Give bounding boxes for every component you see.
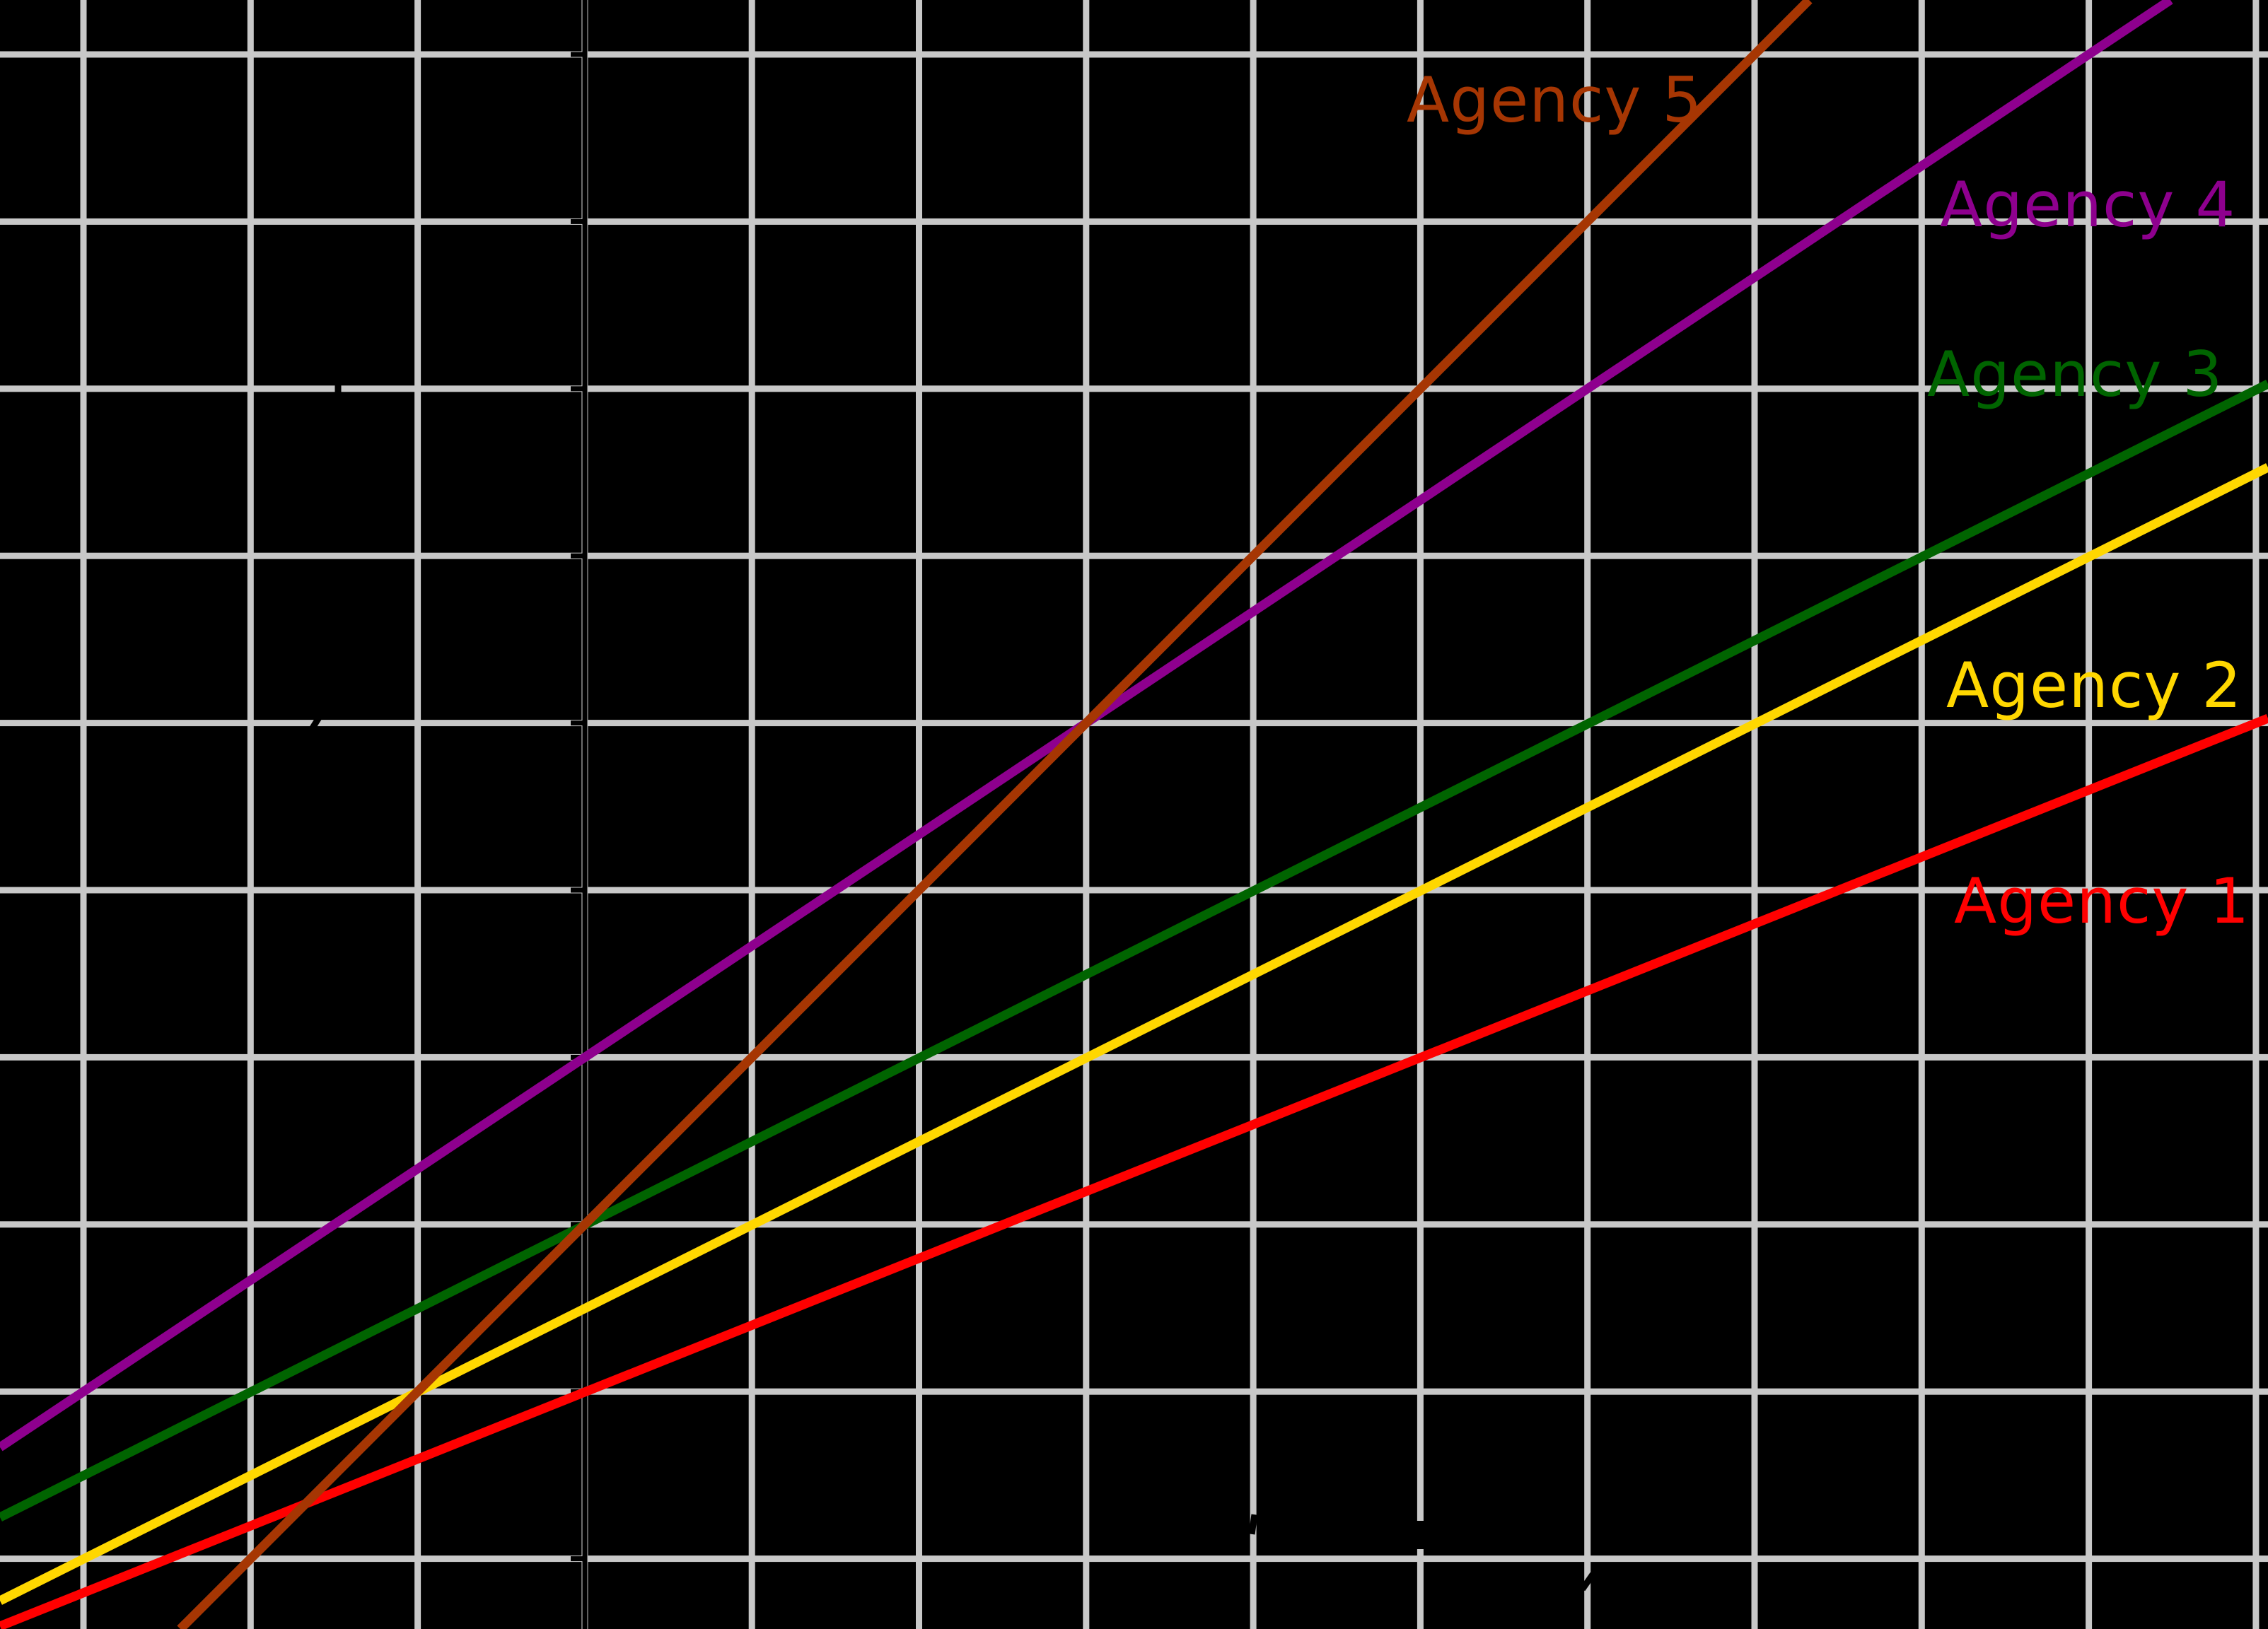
hidden-text-fragment <box>335 384 342 392</box>
h-gridline <box>0 720 2268 727</box>
y-axis-tick <box>571 553 585 559</box>
series-label-agency-3: Agency 3 <box>1927 338 2223 411</box>
series-label-agency-4: Agency 4 <box>1940 168 2236 241</box>
h-gridline <box>0 887 2268 894</box>
v-gridline <box>1584 0 1591 1629</box>
series-label-agency-5: Agency 5 <box>1407 64 1703 136</box>
series-line-agency-2 <box>0 463 2268 1605</box>
v-gridline <box>1918 0 1925 1629</box>
hidden-text-fragment <box>1248 1514 1258 1535</box>
series-line-agency-3 <box>0 380 2268 1522</box>
h-gridline <box>0 1388 2268 1395</box>
hidden-text-fragment <box>309 716 322 731</box>
y-axis-tick <box>571 218 585 224</box>
v-gridline <box>80 0 87 1629</box>
h-gridline <box>0 385 2268 392</box>
series-label-agency-2: Agency 2 <box>1946 649 2243 722</box>
h-gridline <box>0 218 2268 225</box>
h-gridline <box>0 552 2268 559</box>
v-gridline <box>748 0 755 1629</box>
h-gridline <box>0 51 2268 58</box>
y-axis-tick <box>571 887 585 893</box>
v-gridline <box>1751 0 1758 1629</box>
y-axis-spine <box>582 0 588 1629</box>
series-line-agency-5 <box>177 0 1813 1629</box>
y-axis-tick <box>571 1556 585 1562</box>
v-gridline <box>1083 0 1090 1629</box>
hidden-text-fragment <box>1415 1521 1425 1549</box>
v-gridline <box>1417 0 1424 1629</box>
h-gridline <box>0 1053 2268 1061</box>
y-axis-tick <box>571 52 585 57</box>
y-axis-tick <box>571 386 585 392</box>
v-gridline <box>2252 0 2260 1629</box>
v-gridline <box>247 0 254 1629</box>
v-gridline <box>2086 0 2093 1629</box>
v-gridline <box>1250 0 1257 1629</box>
h-gridline <box>0 1555 2268 1563</box>
series-label-agency-1: Agency 1 <box>1954 865 2250 938</box>
v-gridline <box>414 0 421 1629</box>
y-axis-tick <box>571 720 585 726</box>
h-gridline <box>0 1221 2268 1228</box>
v-gridline <box>916 0 922 1629</box>
series-line-agency-1 <box>0 713 2268 1629</box>
hidden-text-fragment <box>1579 1572 1596 1592</box>
